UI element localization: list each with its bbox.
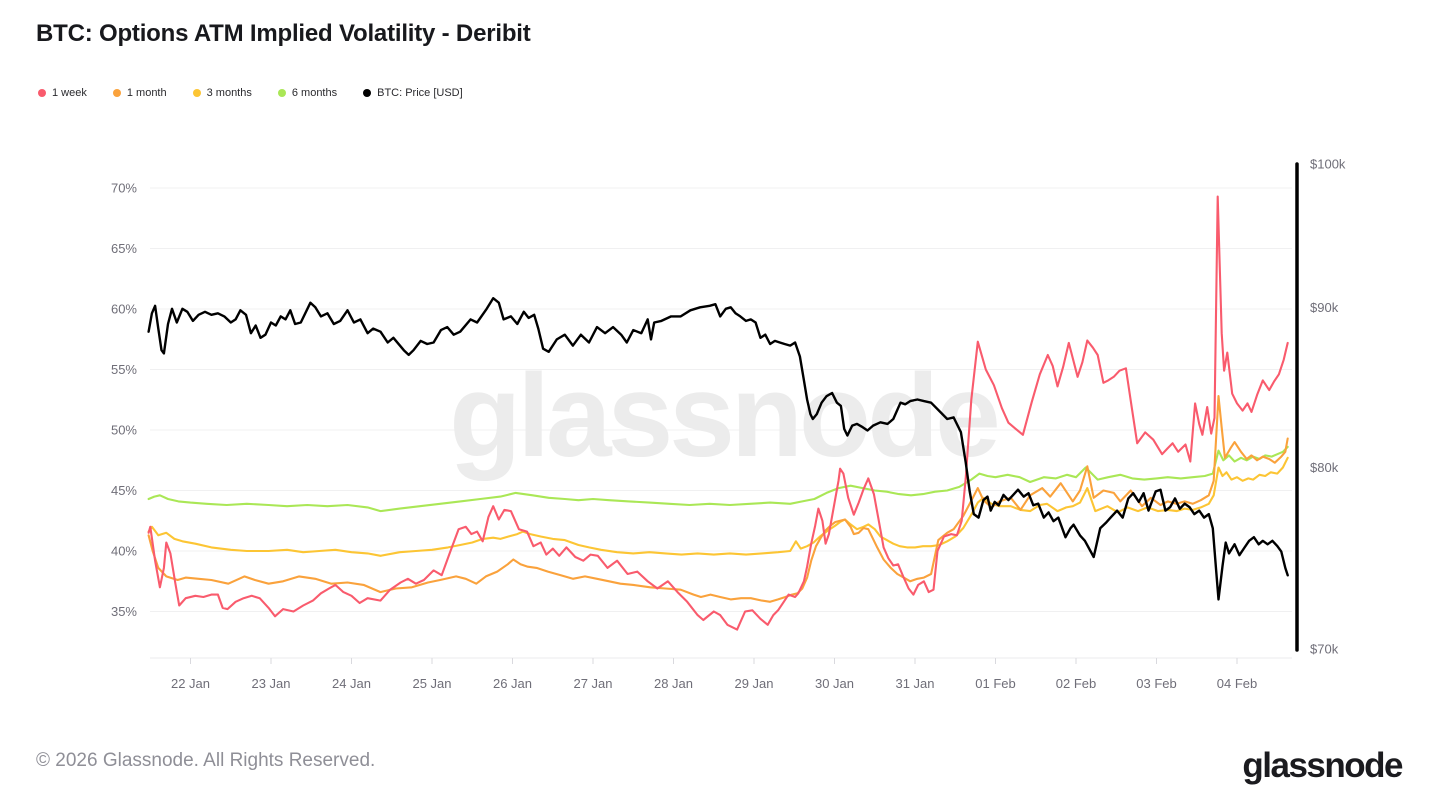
series-dot-icon	[363, 89, 372, 97]
series-line-3-months[interactable]	[147, 456, 1289, 557]
left-axis-tick-label: 70%	[111, 181, 137, 196]
left-axis-tick-label: 65%	[111, 241, 137, 256]
x-axis-tick-label: 27 Jan	[573, 676, 612, 691]
legend-label: 1 week	[52, 87, 87, 99]
legend-label: BTC: Price [USD]	[377, 87, 463, 99]
x-axis-tick-label: 28 Jan	[654, 676, 693, 691]
legend-item-1-month[interactable]: 1 month	[112, 87, 167, 99]
x-axis-tick-label: 25 Jan	[412, 676, 451, 691]
x-axis-tick-label: 22 Jan	[171, 676, 210, 691]
legend-item-6-months[interactable]: 6 months	[277, 87, 338, 99]
legend: 1 week 1 month 3 months 6 months BTC: Pr…	[38, 87, 463, 99]
series-line-6-months[interactable]	[147, 445, 1289, 513]
series-line-btc-price-usd-[interactable]	[147, 297, 1289, 601]
x-axis-tick-label: 24 Jan	[332, 676, 371, 691]
x-axis-tick-label: 02 Feb	[1056, 676, 1096, 691]
series-dot-icon	[277, 89, 286, 97]
series-line-1-month[interactable]	[147, 395, 1289, 603]
left-axis-tick-label: 60%	[111, 302, 137, 317]
copyright-text: © 2026 Glassnode. All Rights Reserved.	[36, 750, 376, 771]
x-axis-tick-label: 31 Jan	[895, 676, 934, 691]
legend-item-btc-price[interactable]: BTC: Price [USD]	[363, 87, 463, 99]
right-axis-tick-label: $100k	[1310, 157, 1346, 172]
right-axis-tick-label: $90k	[1310, 300, 1339, 315]
x-axis-tick-label: 30 Jan	[815, 676, 854, 691]
legend-item-1-week[interactable]: 1 week	[38, 87, 87, 99]
x-axis-tick-label: 01 Feb	[975, 676, 1015, 691]
left-axis-tick-label: 40%	[111, 544, 137, 559]
right-axis-tick-label: $70k	[1310, 642, 1339, 657]
left-axis-tick-label: 45%	[111, 483, 137, 498]
series-dot-icon	[192, 89, 201, 97]
legend-label: 3 months	[206, 87, 252, 99]
left-axis-tick-label: 55%	[111, 362, 137, 377]
x-axis-tick-label: 04 Feb	[1217, 676, 1257, 691]
legend-item-3-months[interactable]: 3 months	[192, 87, 252, 99]
right-axis-tick-label: $80k	[1310, 460, 1339, 475]
page-title: BTC: Options ATM Implied Volatility - De…	[36, 20, 531, 47]
x-axis-tick-label: 23 Jan	[251, 676, 290, 691]
series-dot-icon	[38, 89, 46, 97]
series-dot-icon	[112, 89, 121, 97]
series-line-1-week[interactable]	[147, 195, 1289, 631]
left-axis-tick-label: 50%	[111, 423, 137, 438]
legend-label: 6 months	[291, 87, 338, 99]
left-axis-tick-label: 35%	[111, 604, 137, 619]
x-axis-tick-label: 26 Jan	[493, 676, 532, 691]
glassnode-logo: glassnode	[1242, 746, 1403, 785]
x-axis-tick-label: 29 Jan	[734, 676, 773, 691]
glassnode-watermark: glassnode	[449, 350, 997, 482]
x-axis-tick-label: 03 Feb	[1136, 676, 1176, 691]
legend-label: 1 month	[126, 87, 167, 99]
